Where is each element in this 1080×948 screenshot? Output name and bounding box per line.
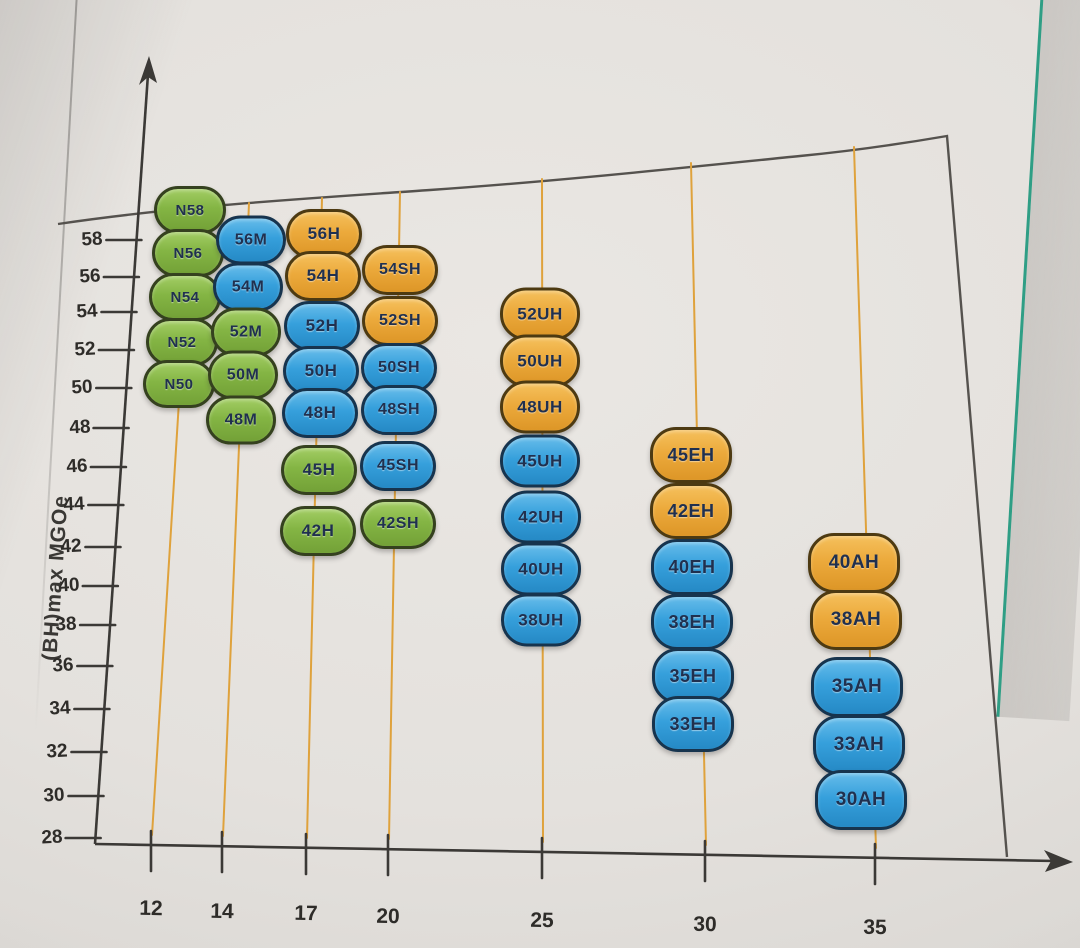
- grade-pill-42UH: 42UH: [501, 490, 581, 544]
- x-tick-label-17: 17: [294, 901, 318, 926]
- y-tick-label-50: 50: [71, 376, 94, 399]
- y-tick-label-32: 32: [46, 740, 69, 763]
- y-axis-line: [93, 73, 150, 845]
- x-axis-line: [94, 842, 1057, 863]
- grade-pill-42H: 42H: [280, 506, 356, 556]
- grade-pill-50M: 50M: [208, 350, 278, 400]
- grade-pill-52SH: 52SH: [362, 296, 438, 346]
- grade-pill-54SH: 54SH: [362, 245, 438, 295]
- grade-pill-N58: N58: [154, 186, 226, 234]
- grade-pill-45SH: 45SH: [360, 441, 436, 491]
- grade-pill-48H: 48H: [282, 388, 358, 438]
- y-tick-label-28: 28: [40, 826, 63, 849]
- x-tick-label-12: 12: [139, 896, 163, 921]
- x-tick-label-20: 20: [376, 904, 400, 929]
- grade-pill-50SH: 50SH: [361, 343, 437, 393]
- y-tick-label-38: 38: [55, 613, 78, 636]
- y-tick-label-48: 48: [68, 416, 91, 439]
- grade-pill-N52: N52: [146, 318, 218, 366]
- y-tick-label-56: 56: [78, 265, 101, 288]
- x-axis-arrow: [1044, 850, 1073, 872]
- grade-pill-52H: 52H: [284, 301, 360, 351]
- grade-pill-45EH: 45EH: [650, 427, 732, 483]
- y-tick-label-46: 46: [65, 455, 89, 478]
- grade-pill-N54: N54: [149, 273, 221, 321]
- grade-pill-38UH: 38UH: [501, 593, 581, 647]
- grade-pill-38EH: 38EH: [651, 594, 733, 650]
- x-tick-label-35: 35: [863, 915, 887, 940]
- x-tick-label-25: 25: [530, 908, 554, 933]
- grade-pill-54M: 54M: [213, 262, 283, 312]
- grade-pill-56H: 56H: [286, 209, 362, 259]
- grade-pill-48M: 48M: [206, 395, 276, 445]
- y-tick-label-58: 58: [81, 228, 104, 251]
- grade-pill-52M: 52M: [211, 307, 281, 357]
- grade-pill-42SH: 42SH: [360, 499, 436, 549]
- y-tick-label-44: 44: [63, 493, 86, 516]
- y-tick-label-52: 52: [73, 338, 96, 361]
- grade-pill-54H: 54H: [285, 251, 361, 301]
- grade-pill-56M: 56M: [216, 215, 286, 265]
- x-tick-marks: [149, 829, 877, 886]
- grade-pill-35AH: 35AH: [811, 657, 903, 717]
- grade-pill-33EH: 33EH: [652, 696, 734, 752]
- grade-pill-48SH: 48SH: [361, 385, 437, 435]
- y-tick-label-34: 34: [49, 697, 72, 720]
- grade-pill-30AH: 30AH: [815, 770, 907, 830]
- grade-pill-N50: N50: [143, 360, 215, 408]
- y-tick-label-40: 40: [57, 574, 80, 597]
- y-tick-marks: [64, 238, 143, 840]
- y-tick-label-54: 54: [76, 300, 99, 323]
- x-tick-label-30: 30: [693, 912, 717, 937]
- grade-pill-40UH: 40UH: [501, 542, 581, 596]
- grade-pill-48UH: 48UH: [500, 380, 580, 434]
- grade-pill-45UH: 45UH: [500, 434, 580, 488]
- grade-pill-45H: 45H: [281, 445, 357, 495]
- y-axis-arrow: [139, 56, 157, 85]
- x-tick-label-14: 14: [210, 899, 234, 924]
- grade-pill-40EH: 40EH: [651, 539, 733, 595]
- y-tick-label-42: 42: [60, 535, 83, 558]
- grade-pill-52UH: 52UH: [500, 287, 580, 341]
- grade-pill-40AH: 40AH: [808, 533, 900, 593]
- grade-pill-N56: N56: [152, 229, 224, 277]
- grade-pill-38AH: 38AH: [810, 590, 902, 650]
- y-tick-label-36: 36: [52, 654, 75, 677]
- y-tick-label-30: 30: [43, 784, 66, 807]
- grade-pill-42EH: 42EH: [650, 483, 732, 539]
- grade-pill-33AH: 33AH: [813, 715, 905, 775]
